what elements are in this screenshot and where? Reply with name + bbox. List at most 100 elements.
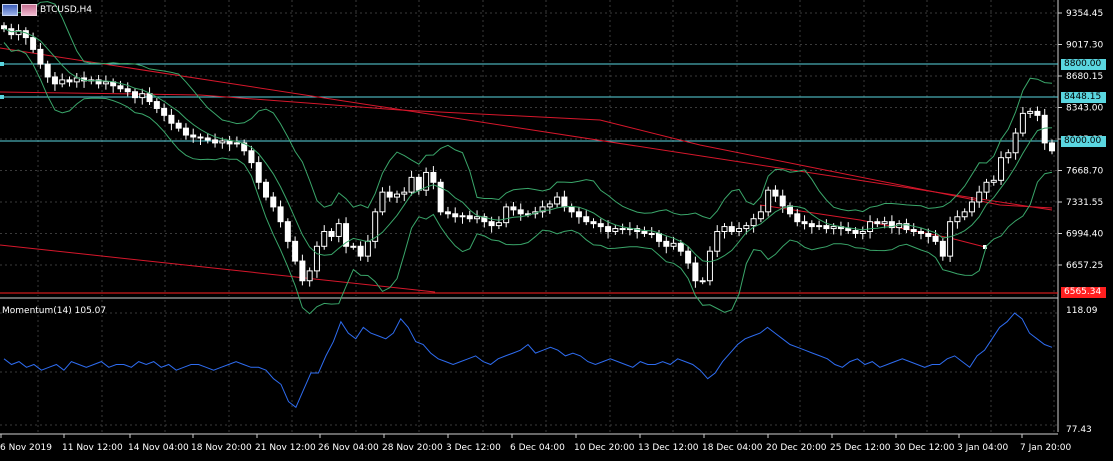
time-axis-label: 6 Nov 2019	[0, 443, 52, 453]
candle-body	[910, 229, 917, 233]
candle-body	[168, 114, 175, 124]
price-tag-8000[interactable]: 8000.00	[1061, 136, 1106, 147]
candle-body	[488, 221, 495, 227]
trendline-red-bottom[interactable]	[0, 244, 436, 293]
candle-body	[212, 139, 219, 144]
trendline-handle[interactable]	[983, 245, 987, 249]
candle-body	[503, 206, 510, 224]
price-tag-bottom[interactable]: 6565.34	[1061, 287, 1106, 298]
candle-body	[495, 222, 502, 227]
candle-body	[808, 223, 815, 228]
chart-title-bar: BTCUSD,H4	[2, 3, 92, 17]
line-handle[interactable]	[0, 62, 4, 66]
candle-body	[976, 191, 983, 203]
momentum-label: Momentum(14) 105.07	[2, 306, 107, 316]
candle-body	[794, 213, 801, 223]
candle-body	[677, 242, 684, 252]
time-axis-label: 6 Dec 04:00	[510, 443, 565, 453]
price-tag-8800[interactable]: 8800.00	[1061, 59, 1106, 70]
candle-body	[859, 231, 866, 234]
candle-body	[939, 240, 946, 257]
time-axis-label: 13 Dec 12:00	[638, 443, 699, 453]
candle-body	[932, 235, 939, 242]
price-axis-label: 6994.40	[1066, 230, 1103, 240]
candle-body	[699, 280, 706, 283]
candle-body	[968, 201, 975, 213]
trendline-red-top[interactable]	[0, 47, 1053, 211]
candle-body	[867, 221, 874, 233]
candle-body	[685, 250, 692, 264]
candle-body	[539, 206, 546, 213]
candle-body	[15, 30, 22, 36]
candle-body	[983, 181, 990, 193]
time-axis-label: 21 Nov 12:00	[255, 443, 316, 453]
candle-body	[612, 228, 619, 233]
candle-body	[874, 221, 881, 225]
us-flag-icon	[2, 4, 18, 16]
candle-body	[757, 211, 764, 220]
candle-body	[335, 223, 342, 237]
candle-body	[132, 91, 138, 99]
candle-body	[270, 196, 277, 208]
candle-body	[575, 211, 582, 218]
candle-body	[961, 211, 968, 218]
candle-body	[845, 228, 852, 232]
candle-body	[415, 176, 422, 191]
candle-body	[386, 191, 393, 198]
candle-body	[925, 232, 932, 237]
candle-body	[590, 221, 597, 225]
candle-body	[182, 127, 189, 136]
candle-body	[153, 101, 160, 109]
line-handle[interactable]	[0, 95, 4, 99]
time-axis-label: 25 Dec 12:00	[830, 443, 891, 453]
price-axis-label: 8343.00	[1066, 104, 1103, 114]
candle-body	[1034, 110, 1041, 116]
moving-average-red[interactable]	[0, 91, 1053, 209]
candle-body	[830, 226, 837, 230]
candle-body	[779, 195, 786, 207]
candle-body	[1005, 152, 1012, 159]
candle-body	[255, 162, 262, 183]
candle-body	[66, 79, 73, 83]
candle-body	[44, 63, 51, 78]
candle-body	[37, 48, 44, 65]
candle-body	[721, 226, 728, 233]
time-axis-label: 3 Jan 04:00	[957, 443, 1009, 453]
candle-body	[1049, 142, 1055, 152]
momentum-line[interactable]	[3, 312, 1053, 409]
symbol-label: BTCUSD,H4	[40, 5, 93, 15]
time-axis-label: 11 Nov 12:00	[62, 443, 123, 453]
candle-body	[430, 171, 437, 183]
candle-body	[59, 79, 66, 85]
candle-body	[248, 150, 255, 164]
price-axis-label: 7668.70	[1066, 167, 1103, 177]
time-axis-label: 18 Nov 20:00	[191, 443, 252, 453]
candle-body	[423, 171, 430, 191]
candle-body	[372, 211, 379, 242]
time-axis-label: 14 Nov 04:00	[128, 443, 189, 453]
candle-body	[459, 215, 466, 218]
candle-body	[750, 218, 757, 227]
candle-body	[219, 140, 226, 144]
candle-body	[190, 134, 197, 138]
candle-body	[139, 93, 146, 99]
candle-body	[648, 232, 655, 235]
bollinger-upper[interactable]	[3, 1, 1053, 220]
candle-body	[619, 228, 626, 231]
candle-body	[714, 231, 721, 252]
bollinger-middle[interactable]	[3, 28, 1053, 263]
candle-body	[546, 203, 553, 208]
candle-body	[823, 225, 830, 230]
time-axis-label: 3 Dec 12:00	[446, 443, 501, 453]
candle-body	[903, 223, 910, 231]
candle-body	[306, 270, 313, 282]
candle-body	[728, 226, 735, 233]
candle-body	[299, 260, 306, 282]
price-axis-label: 6657.25	[1066, 261, 1103, 271]
candle-body	[284, 221, 291, 242]
candle-body	[437, 181, 444, 213]
price-tag-8448[interactable]: 8448.15	[1061, 92, 1106, 103]
bollinger-lower[interactable]	[3, 42, 1053, 315]
